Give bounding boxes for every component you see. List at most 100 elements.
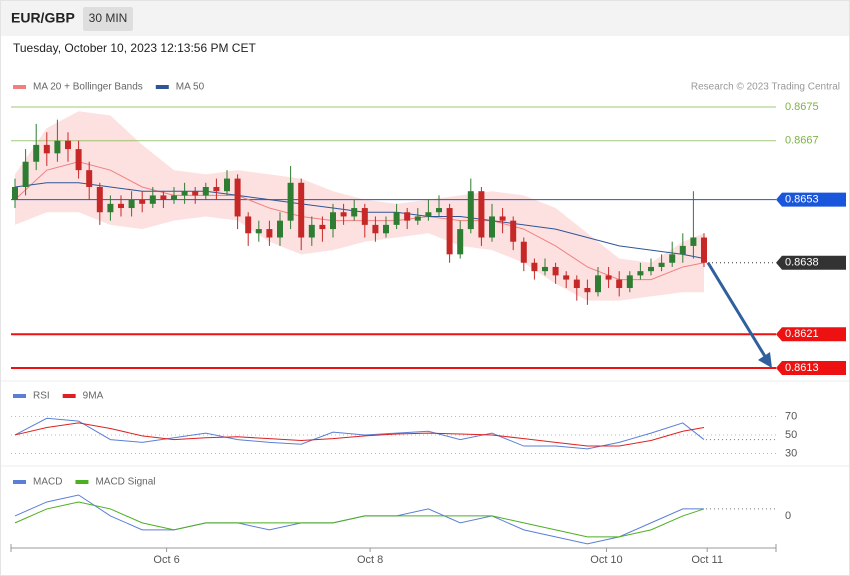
candle-body [277,220,283,238]
legend-label: RSI [33,391,50,402]
candle-body [573,279,580,289]
candle-body [139,199,146,204]
candle-body [65,140,71,150]
candle-body [308,224,315,238]
candle-body [404,212,411,221]
candle-body [33,144,40,162]
candle-body [351,208,358,217]
candle-body [679,245,686,255]
candle-body [489,216,495,238]
legend-swatch [62,394,76,398]
candle-body [690,237,697,246]
candle-body [75,149,82,171]
level-label: 0.8621 [785,328,819,340]
candle-body [340,212,347,217]
x-tick-label: Oct 10 [590,554,622,566]
candle-body [202,186,209,196]
candle-body [552,266,559,276]
candle-body [499,216,506,221]
candle-body [86,170,93,187]
candle-body [330,212,336,230]
candle-body [118,203,124,209]
candle-body [648,266,654,272]
candle-body [520,241,527,263]
candle-body [669,254,676,263]
legend-swatch [13,394,26,398]
candle-body [658,262,665,267]
level-label: 0.8675 [785,101,819,113]
legend-swatch [13,85,26,89]
candle-body [298,182,305,238]
candle-body [224,178,230,192]
bollinger-band [15,111,704,301]
level-label: 0.8653 [785,194,819,206]
candle-body [510,220,517,242]
candle-body [266,229,273,238]
line-series [14,501,705,538]
x-tick-label: Oct 6 [153,554,179,566]
forecast-arrow [706,261,768,359]
candle-body [128,199,135,209]
candle-body [213,186,220,192]
candle-body [107,203,114,213]
candle-body [414,216,421,221]
candle-body [584,288,591,293]
candle-body [171,195,177,200]
interval: 30 MIN [89,11,128,25]
x-tick-label: Oct 8 [357,554,383,566]
candle-body [149,195,156,204]
top-bar [1,1,849,36]
forecast-arrowhead [758,352,772,368]
y-tick-label: 50 [785,429,797,441]
candle-body [542,266,548,272]
candle-body [467,191,474,230]
x-tick-label: Oct 11 [691,554,723,566]
candle-body [605,275,612,280]
y-tick-label: 0 [785,510,791,522]
legend-swatch [75,480,89,484]
legend-label: MA 50 [176,82,205,93]
candle-body [531,262,538,272]
candle-body [287,182,294,221]
candle-body [595,275,601,293]
level-box [776,192,846,207]
candle-body [637,271,644,276]
candle-body [12,186,18,200]
candle-body [319,224,326,230]
symbol: EUR/GBP [11,10,75,26]
candle-body [245,216,252,234]
candle-body [393,212,400,225]
candle-body [425,212,432,217]
candle-body [54,140,61,154]
level-label: 0.8667 [785,135,819,147]
candle-body [22,161,29,187]
candle-body [43,144,50,154]
candle-body [446,208,453,255]
candle-body [192,191,199,196]
candle-body [181,191,188,196]
candle-body [96,186,103,213]
level-box [776,360,846,375]
candle-body [255,229,262,234]
candle-body [160,195,167,200]
y-tick-label: 30 [785,447,797,459]
timestamp: Tuesday, October 10, 2023 12:13:56 PM CE… [13,41,256,55]
legend-label: MACD Signal [95,477,155,488]
legend-label: 9MA [83,391,104,402]
level-label: 0.8638 [785,257,819,269]
candle-body [457,229,464,255]
candle-body [436,208,442,213]
attribution: Research © 2023 Trading Central [691,82,840,93]
candle-body [563,275,570,280]
candle-body [478,191,485,238]
candle-body [616,279,623,289]
candle-body [372,224,379,234]
line-series [14,417,705,450]
candle-body [626,275,633,289]
candle-body [234,178,241,217]
y-tick-label: 70 [785,410,797,422]
candle-body [361,208,368,225]
level-label: 0.8613 [785,362,819,374]
